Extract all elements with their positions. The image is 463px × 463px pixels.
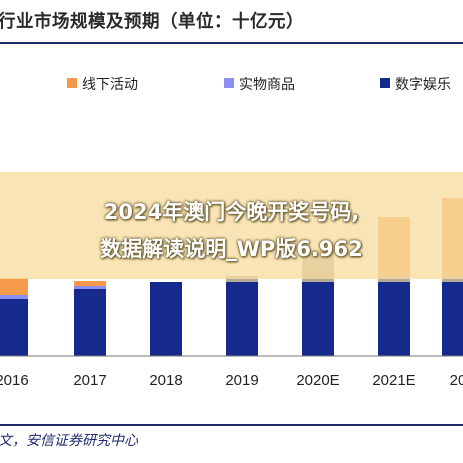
x-tick-label: 2016	[0, 372, 29, 389]
x-tick-labels: 2016 2017 2018 2019 2020E 2021E 20	[0, 372, 463, 389]
overlay-text-line1: 2024年澳门今晚开奖号码,	[103, 200, 360, 224]
bar-segment-20-3	[442, 276, 463, 282]
bar-segment-2019-3	[226, 276, 258, 282]
title-divider	[0, 42, 463, 44]
x-tick-label: 2019	[225, 372, 258, 389]
legend-label-digital: 数字娱乐	[395, 77, 451, 93]
bar-segment-2021E-0	[378, 282, 410, 356]
chart-title: 行业市场规模及预期（单位：十亿元）	[0, 12, 304, 32]
bar-segment-2016-0	[0, 299, 28, 356]
bar-segment-2017-2	[74, 281, 106, 286]
legend-label-offline: 线下活动	[82, 77, 138, 93]
x-tick-label: 2017	[73, 372, 106, 389]
bar-segment-20-0	[442, 282, 463, 356]
bar-segment-2020E-0	[302, 282, 334, 356]
legend-swatch-digital	[380, 78, 390, 88]
source-divider	[0, 424, 463, 426]
overlay-text-line2: 数据解读说明_WP版6.962	[100, 237, 363, 261]
legend-label-physical: 实物商品	[239, 77, 295, 93]
bar-segment-2016-1	[0, 295, 28, 299]
bar-segment-2016-2	[0, 278, 28, 295]
bar-segment-2019-0	[226, 282, 258, 356]
bar-segment-2021E-3	[378, 276, 410, 282]
bar-segment-2017-1	[74, 286, 106, 289]
source-note: 文，安信证券研究中心	[0, 433, 138, 449]
legend-swatch-offline	[67, 78, 77, 88]
x-tick-label: 2018	[149, 372, 182, 389]
x-tick-label: 20	[450, 372, 463, 389]
x-tick-label: 2021E	[372, 372, 415, 389]
legend: 线下活动 实物商品 数字娱乐	[67, 77, 451, 93]
bar-segment-2018-0	[150, 282, 182, 356]
overlay-banner	[0, 172, 463, 279]
bar-segment-2017-0	[74, 289, 106, 356]
x-tick-label: 2020E	[296, 372, 339, 389]
legend-swatch-physical	[224, 78, 234, 88]
